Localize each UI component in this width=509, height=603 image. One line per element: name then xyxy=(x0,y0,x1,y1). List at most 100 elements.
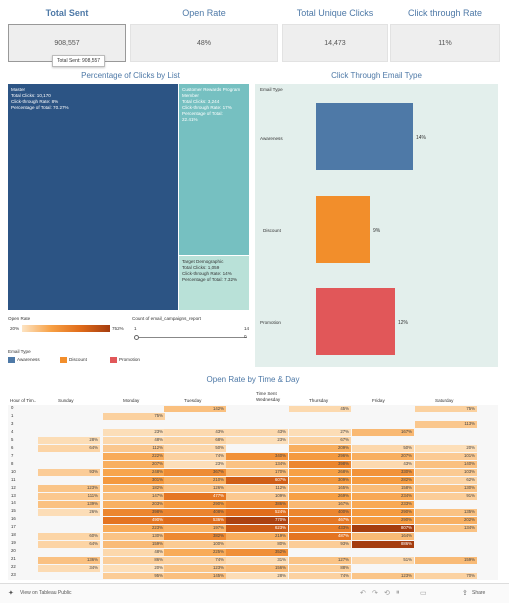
heatmap-cell[interactable]: 234% xyxy=(352,493,414,500)
heatmap-cell[interactable]: 112% xyxy=(103,445,165,453)
heatmap-cell[interactable] xyxy=(164,421,226,428)
heatmap-cell[interactable]: 64% xyxy=(38,540,100,548)
heatmap-cell[interactable]: 398% xyxy=(103,508,165,516)
heatmap-cell[interactable]: 433% xyxy=(289,524,351,532)
heatmap-cell[interactable] xyxy=(38,525,100,532)
heatmap-cell[interactable] xyxy=(289,549,351,556)
heatmap-cell[interactable]: 113% xyxy=(415,421,477,429)
legend-item-promotion[interactable]: Promotion xyxy=(110,357,140,363)
heatmap-cell[interactable]: 67% xyxy=(289,437,351,445)
heatmap-cell[interactable]: 136% xyxy=(38,556,100,564)
heatmap-cell[interactable]: 101% xyxy=(415,453,477,461)
share-icon[interactable]: ⇪ xyxy=(462,590,468,597)
heatmap-cell[interactable]: 524% xyxy=(226,508,288,516)
heatmap-cell[interactable]: 28% xyxy=(226,572,288,580)
heatmap-cell[interactable]: 477% xyxy=(164,493,226,500)
heatmap-cell[interactable]: 140% xyxy=(415,461,477,469)
heatmap-cell[interactable]: 159% xyxy=(415,556,477,564)
heatmap-cell[interactable]: 467% xyxy=(289,516,351,524)
heatmap-cell[interactable]: 34% xyxy=(38,564,100,572)
heatmap-cell[interactable]: 130% xyxy=(415,485,477,492)
heatmap-cell[interactable]: 167% xyxy=(289,500,351,508)
heatmap-cell[interactable] xyxy=(38,421,100,428)
heatmap-cell[interactable]: 202% xyxy=(415,516,477,524)
heatmap-cell[interactable]: 330% xyxy=(352,469,414,477)
heatmap-cell[interactable]: 88% xyxy=(289,564,351,572)
heatmap-cell[interactable]: 340% xyxy=(226,453,288,461)
heatmap-cell[interactable]: 222% xyxy=(103,453,165,461)
heatmap-cell[interactable]: 623% xyxy=(226,524,288,532)
heatmap-cell[interactable] xyxy=(226,445,288,452)
heatmap-cell[interactable] xyxy=(352,549,414,556)
heatmap-cell[interactable] xyxy=(352,413,414,420)
heatmap-cell[interactable]: 28% xyxy=(38,437,100,445)
heatmap-cell[interactable]: 95% xyxy=(103,572,165,580)
heatmap-cell[interactable]: 100% xyxy=(164,540,226,548)
heatmap-cell[interactable]: 147% xyxy=(103,493,165,500)
heatmap-cell[interactable]: 112% xyxy=(226,485,288,492)
heatmap-cell[interactable]: 20% xyxy=(103,564,165,572)
heatmap-cell[interactable]: 45% xyxy=(289,405,351,413)
comment-icon[interactable]: ▭ xyxy=(420,590,427,597)
heatmap-cell[interactable]: 269% xyxy=(289,493,351,500)
heatmap-cell[interactable]: 111% xyxy=(38,493,100,500)
heatmap-cell[interactable]: 130% xyxy=(103,532,165,540)
heatmap-cell[interactable] xyxy=(38,517,100,524)
share-button[interactable]: Share xyxy=(472,590,486,596)
heatmap-cell[interactable] xyxy=(38,413,100,420)
heatmap-cell[interactable]: 68% xyxy=(164,437,226,445)
heatmap-cell[interactable]: 31% xyxy=(226,556,288,564)
heatmap-cell[interactable]: 164% xyxy=(352,532,414,540)
heatmap-cell[interactable] xyxy=(226,421,288,428)
heatmap-cell[interactable]: 225% xyxy=(164,548,226,556)
heatmap-cell[interactable]: 75% xyxy=(415,405,477,413)
heatmap-cell[interactable]: 109% xyxy=(226,493,288,500)
heatmap-cell[interactable]: 352% xyxy=(226,548,288,556)
heatmap-cell[interactable]: 126% xyxy=(164,485,226,492)
heatmap-cell[interactable]: 182% xyxy=(103,485,165,492)
heatmap-cell[interactable]: 770% xyxy=(226,516,288,524)
treemap-block-rewards[interactable]: Customer Rewards Program Member Total Cl… xyxy=(179,84,249,255)
kpi-open-rate[interactable]: 48% xyxy=(130,24,278,62)
heatmap-cell[interactable]: 48% xyxy=(103,437,165,445)
heatmap-cell[interactable]: 23% xyxy=(103,429,165,437)
heatmap-cell[interactable]: 398% xyxy=(289,461,351,469)
heatmap-cell[interactable] xyxy=(38,477,100,484)
heatmap-cell[interactable]: 50% xyxy=(164,445,226,453)
heatmap-cell[interactable]: 282% xyxy=(352,477,414,485)
heatmap-cell[interactable]: 209% xyxy=(289,445,351,453)
heatmap-cell[interactable]: 142% xyxy=(164,405,226,413)
heatmap-cell[interactable]: 223% xyxy=(103,524,165,532)
count-slider-handle[interactable] xyxy=(134,335,139,340)
heatmap-cell[interactable]: 93% xyxy=(38,469,100,477)
heatmap-cell[interactable]: 408% xyxy=(164,508,226,516)
heatmap-cell[interactable]: 248% xyxy=(103,469,165,477)
treemap-block-master[interactable]: Master Total Clicks: 10,170 Click-throug… xyxy=(8,84,178,310)
heatmap-cell[interactable] xyxy=(103,406,165,413)
kpi-ctr[interactable]: 11% xyxy=(390,24,500,62)
heatmap-cell[interactable] xyxy=(164,413,226,420)
heatmap-cell[interactable]: 290% xyxy=(164,500,226,508)
heatmap-cell[interactable]: 290% xyxy=(352,516,414,524)
heatmap-cell[interactable]: 43% xyxy=(226,429,288,437)
treemap-block-target[interactable]: Target Demographic Total Clicks: 1,059 C… xyxy=(179,256,249,310)
heatmap-cell[interactable]: 386% xyxy=(226,500,288,508)
heatmap-cell[interactable]: 536% xyxy=(164,516,226,524)
heatmap-cell[interactable]: 367% xyxy=(164,469,226,477)
heatmap-cell[interactable]: 80% xyxy=(226,540,288,548)
heatmap-cell[interactable]: 123% xyxy=(164,564,226,572)
heatmap-cell[interactable] xyxy=(415,413,477,420)
heatmap-cell[interactable]: 74% xyxy=(289,572,351,580)
heatmap-cell[interactable] xyxy=(352,565,414,572)
heatmap-cell[interactable]: 123% xyxy=(38,485,100,492)
heatmap-cell[interactable]: 127% xyxy=(289,556,351,564)
legend-item-discount[interactable]: Discount xyxy=(60,357,87,363)
heatmap-cell[interactable]: 159% xyxy=(103,540,165,548)
heatmap-cell[interactable]: 43% xyxy=(352,461,414,469)
revert-icon[interactable]: ⟲ xyxy=(384,590,390,597)
heatmap-cell[interactable]: 93% xyxy=(289,540,351,548)
heatmap-cell[interactable]: 301% xyxy=(103,477,165,485)
pause-icon[interactable]: ⏸ xyxy=(396,589,400,596)
heatmap-cell[interactable]: 135% xyxy=(415,508,477,516)
heatmap-cell[interactable]: 290% xyxy=(352,508,414,516)
